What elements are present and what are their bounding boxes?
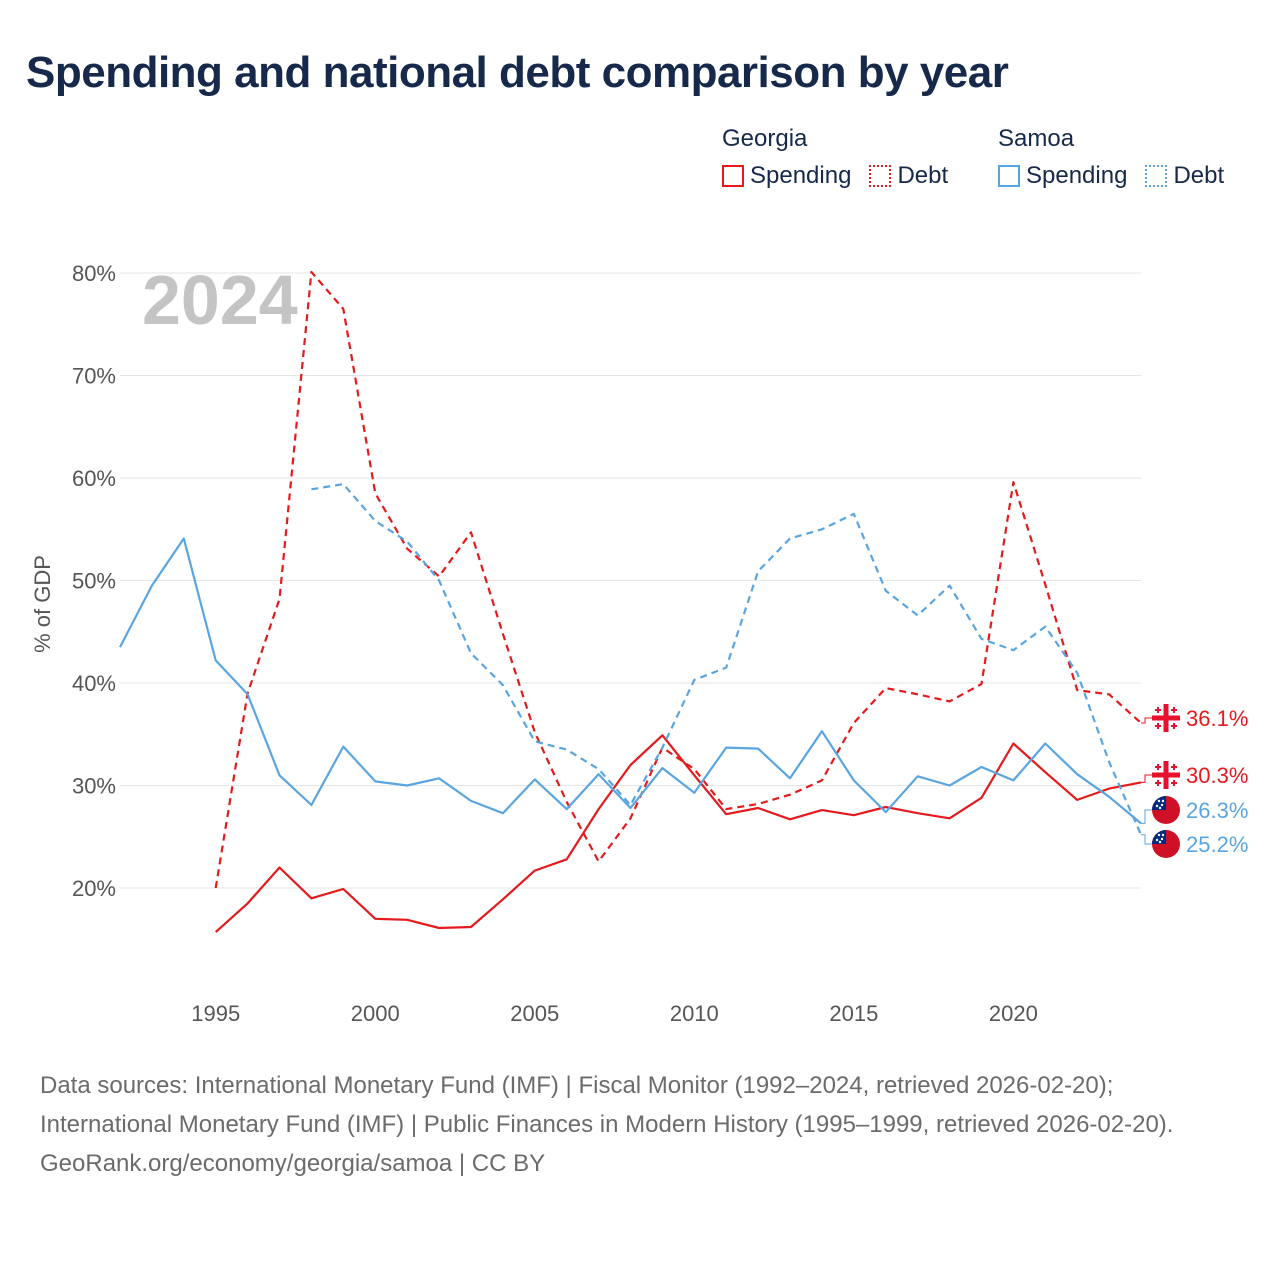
y-tick-label: 40% [72, 671, 116, 696]
data-sources: Data sources: International Monetary Fun… [40, 1072, 1174, 1138]
end-label-connector [1141, 717, 1152, 724]
end-value-label: 25.2% [1186, 832, 1248, 857]
legend-group-georgia: Georgia Spending Debt [722, 122, 948, 196]
y-tick-label: 60% [72, 466, 116, 491]
georgia-flag-icon [1152, 704, 1180, 732]
x-tick-label: 2010 [670, 1001, 719, 1026]
y-tick-label: 30% [72, 774, 116, 799]
x-tick-label: 1995 [191, 1001, 240, 1026]
legend-swatch-solid [998, 165, 1020, 187]
end-value-label: 26.3% [1186, 798, 1248, 823]
credit-link[interactable]: GeoRank.org/economy/georgia/samoa | CC B… [40, 1150, 546, 1177]
legend-item-samoa-debt[interactable]: Debt [1145, 162, 1224, 190]
legend-swatch-dotted [1145, 165, 1168, 187]
footer: Data sources: International Monetary Fun… [40, 1066, 1240, 1183]
x-tick-label: 2005 [510, 1001, 559, 1026]
legend-item-samoa-spending[interactable]: Spending [998, 162, 1127, 190]
y-tick-label: 50% [72, 569, 116, 594]
legend-label: Spending [1026, 162, 1128, 189]
end-label-connector [1141, 809, 1152, 824]
legend-group-title: Samoa [998, 125, 1075, 152]
y-tick-label: 70% [72, 364, 116, 389]
end-value-label: 36.1% [1186, 706, 1248, 731]
legend-swatch-dotted [869, 165, 892, 187]
series-line-samoa-spending[interactable] [119, 537, 1142, 825]
y-tick-label: 80% [72, 261, 116, 286]
end-value-label: 30.3% [1186, 763, 1248, 788]
legend-item-georgia-debt[interactable]: Debt [869, 162, 948, 190]
series-line-samoa-debt[interactable] [311, 483, 1143, 836]
samoa-flag-icon [1152, 796, 1180, 824]
legend-label: Debt [897, 162, 949, 189]
end-label-connector [1141, 774, 1152, 783]
end-label-connector [1141, 834, 1152, 845]
samoa-flag-icon [1152, 830, 1180, 858]
page-title: Spending and national debt comparison by… [26, 48, 1009, 97]
series-line-georgia-spending[interactable] [214, 734, 1142, 933]
legend-group-title: Georgia [722, 125, 808, 152]
legend-group-samoa: Samoa Spending Debt [998, 122, 1224, 196]
legend-swatch-solid [722, 165, 744, 187]
year-watermark: 2024 [142, 261, 298, 339]
legend-label: Debt [1173, 162, 1225, 189]
x-tick-label: 2020 [989, 1001, 1038, 1026]
legend-item-georgia-spending[interactable]: Spending [722, 162, 851, 190]
x-tick-label: 2000 [351, 1001, 400, 1026]
georgia-flag-icon [1152, 761, 1180, 789]
series-line-georgia-debt[interactable] [214, 270, 1142, 889]
y-tick-label: 20% [72, 876, 116, 901]
legend-label: Spending [750, 162, 852, 189]
line-chart: 2024 20% 30% 40% 50% 60% 70% 80% 1995 2000 2005 2… [30, 261, 1248, 1026]
x-tick-label: 2015 [829, 1001, 878, 1026]
y-axis-label: % of GDP [30, 555, 55, 653]
